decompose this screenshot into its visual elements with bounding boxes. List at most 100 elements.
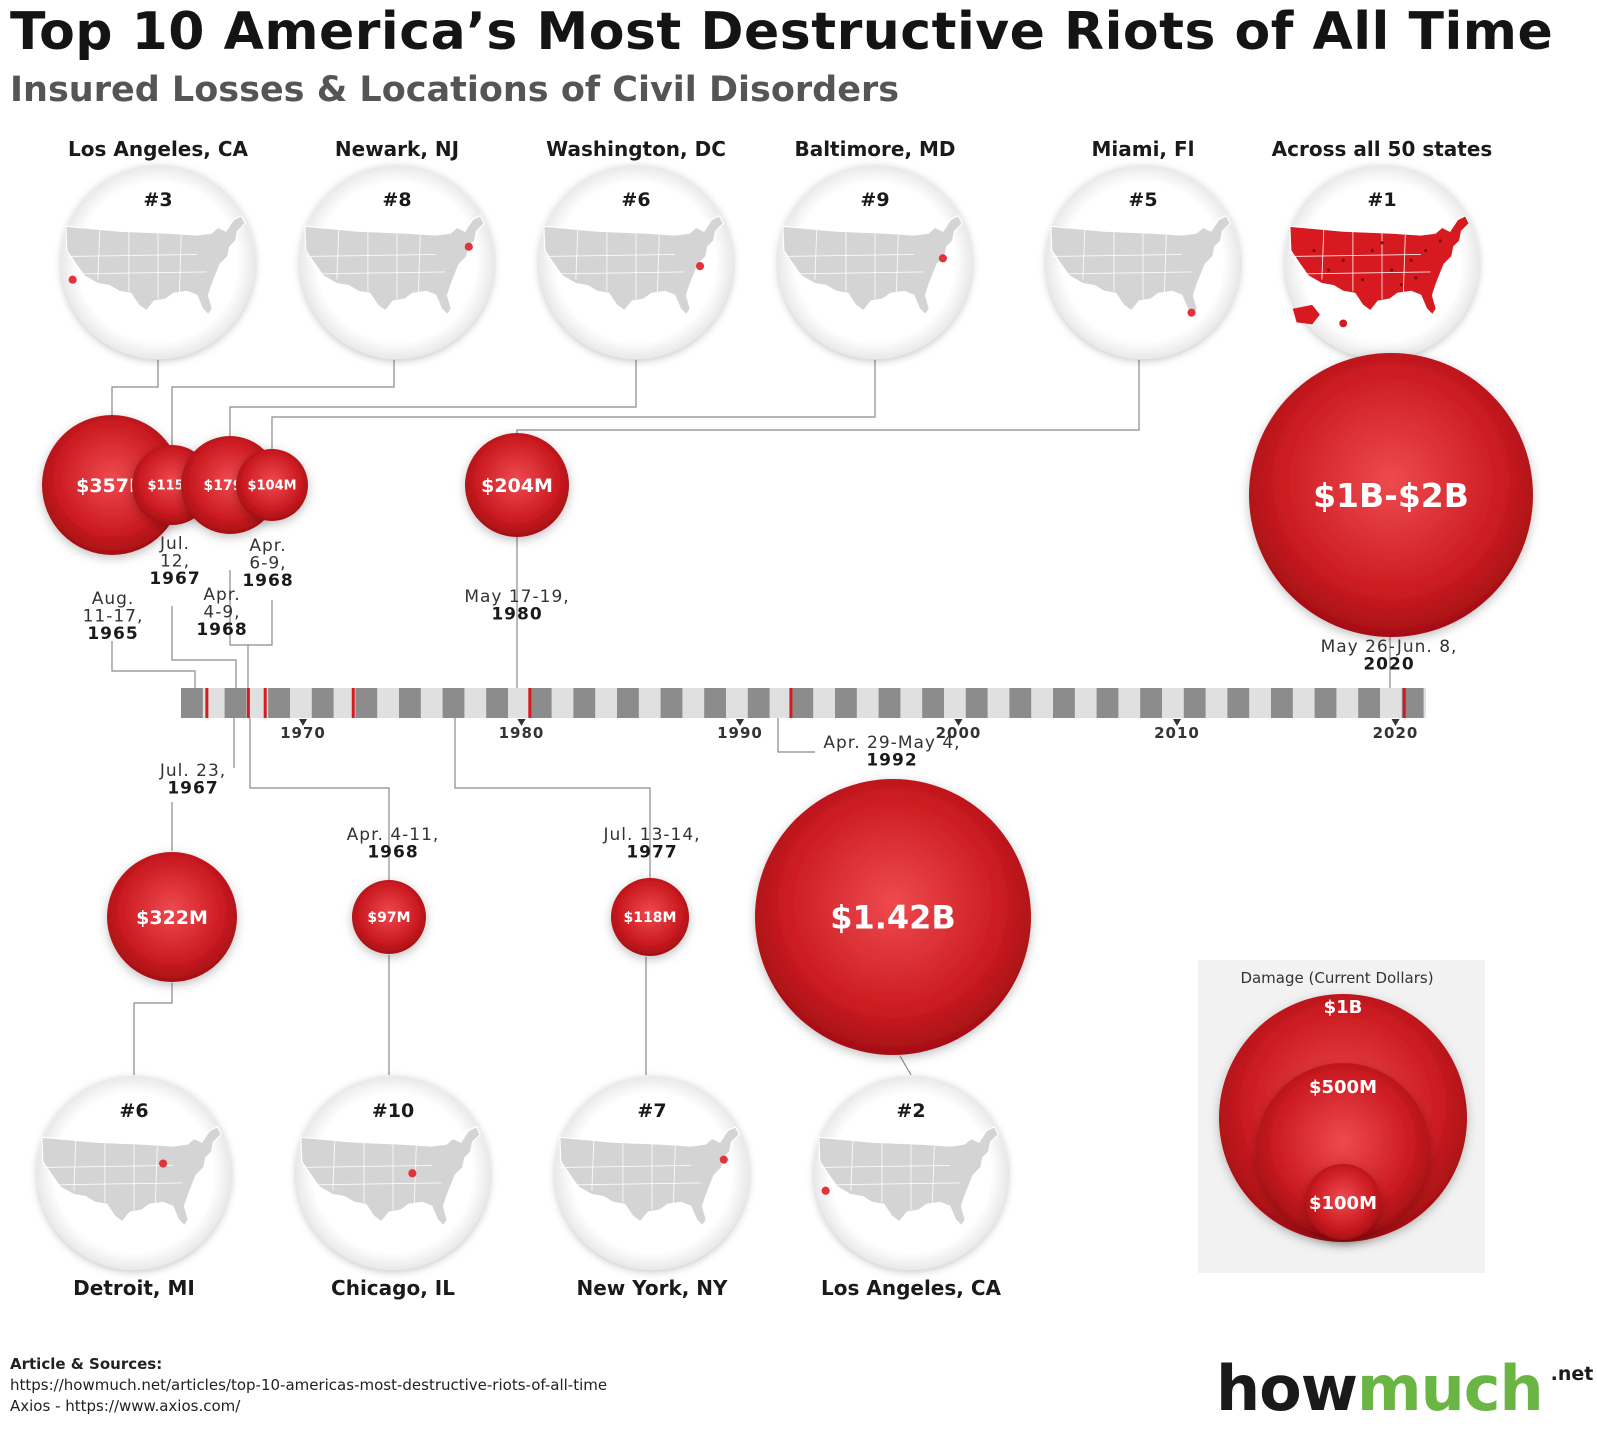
us-map-border xyxy=(97,229,101,280)
rank-label-3: #6 xyxy=(621,189,650,211)
date-line-2-1: Jul. xyxy=(159,534,190,554)
connector-line-8-2 xyxy=(249,718,390,880)
sources-heading: Article & Sources: xyxy=(10,1355,163,1373)
riot-location-dot xyxy=(821,1186,830,1195)
rank-label-2: #8 xyxy=(382,189,411,211)
us-map-border xyxy=(819,1165,950,1168)
city-dot xyxy=(1380,241,1384,245)
bubble-circle xyxy=(352,880,426,954)
timeline-segment xyxy=(1358,688,1380,718)
source-article-link[interactable]: https://howmuch.net/articles/top-10-amer… xyxy=(10,1376,608,1394)
damage-legend: Damage (Current Dollars) $1B $500M $100M xyxy=(1198,960,1485,1273)
us-map-outline xyxy=(65,214,247,316)
date-line-7-2: 1967 xyxy=(167,779,218,799)
us-map-border xyxy=(305,254,436,257)
connector-line-2-2 xyxy=(171,606,237,688)
us-map-border xyxy=(1290,254,1421,257)
us-map xyxy=(300,1125,482,1227)
timeline-segment xyxy=(573,688,596,718)
us-map-border xyxy=(313,271,446,275)
timeline-segment xyxy=(791,688,814,718)
bubble-value-7: $322M xyxy=(136,907,208,929)
connector-line-3-1 xyxy=(229,360,637,436)
riot-location-dot xyxy=(159,1159,168,1168)
us-map-outline xyxy=(304,214,486,316)
us-map xyxy=(543,214,725,316)
bubble-circle xyxy=(611,878,689,956)
timeline-segment xyxy=(965,688,988,718)
timeline-segment xyxy=(224,688,247,718)
bubble-circle xyxy=(465,433,569,537)
date-label-2: Jul.12,1967 xyxy=(149,534,199,589)
us-map-border xyxy=(50,1182,183,1186)
bubble-value-8: $97M xyxy=(367,910,410,926)
loss-bubble-1: $357M xyxy=(42,415,182,555)
rank-label-4: #9 xyxy=(860,189,889,211)
timeline-segment xyxy=(311,688,334,718)
brand-net: .net xyxy=(1550,1363,1594,1385)
city-dot xyxy=(1424,249,1428,253)
sources-block: Article & Sources: https://howmuch.net/a… xyxy=(10,1354,607,1417)
bubble-value-6: $1B-$2B xyxy=(1313,476,1469,515)
location-label-9: New York, NY xyxy=(576,1276,728,1300)
tick-label-1980: 1980 xyxy=(499,724,545,742)
us-map-border xyxy=(332,1140,336,1191)
city-dot xyxy=(1414,276,1418,280)
timeline-tick-2020 xyxy=(1391,719,1400,726)
us-map-border xyxy=(154,1146,158,1205)
us-map-border xyxy=(417,235,421,294)
riot-location-dot xyxy=(408,1169,417,1178)
source-axios-link[interactable]: Axios - https://www.axios.com/ xyxy=(10,1397,241,1415)
loss-bubble-4: $104M xyxy=(236,449,308,521)
us-map xyxy=(818,1125,1000,1227)
us-map-border xyxy=(814,229,818,280)
location-label-2: Newark, NJ xyxy=(335,137,459,161)
date-line-9-2: 1977 xyxy=(626,843,677,863)
map-circle-1: #3 Los Angeles, CA xyxy=(61,137,255,359)
us-map xyxy=(1289,214,1471,328)
city-dot xyxy=(1341,258,1345,262)
legend-circle-500m xyxy=(1256,1063,1430,1237)
date-line-6-1: May 26-Jun. 8, xyxy=(1321,637,1458,657)
us-map-border xyxy=(560,1165,691,1168)
rank-label-10: #2 xyxy=(896,1100,925,1122)
timeline-segment xyxy=(747,688,770,718)
rank-label-9: #7 xyxy=(637,1100,666,1122)
us-map-border xyxy=(66,254,197,257)
date-line-1-1: Aug. xyxy=(92,589,135,609)
us-map-border xyxy=(672,1146,676,1205)
legend-label-500m: $500M xyxy=(1309,1077,1377,1098)
us-map-border xyxy=(850,1140,854,1191)
hawaii-shape xyxy=(1339,319,1348,328)
map-circle-4: #9 Baltimore, MD xyxy=(778,137,972,359)
rank-label-5: #5 xyxy=(1128,189,1157,211)
us-map-outline xyxy=(543,214,725,316)
brand-much: much xyxy=(1357,1352,1544,1425)
us-map-border xyxy=(1402,235,1406,294)
tick-label-2010: 2010 xyxy=(1154,724,1200,742)
timeline-event-mark-6 xyxy=(789,688,793,718)
city-dot xyxy=(1312,249,1316,253)
timeline-segment xyxy=(181,688,203,718)
bubble-circle xyxy=(236,449,308,521)
connector-line-7-1 xyxy=(133,983,173,1075)
rank-label-8: #10 xyxy=(372,1100,414,1122)
date-label-8: Apr. 4-11,1968 xyxy=(347,825,439,863)
timeline-event-mark-7 xyxy=(1402,688,1406,718)
us-map-outline xyxy=(1050,214,1232,316)
us-map-outline xyxy=(818,1125,1000,1227)
timeline-segment xyxy=(355,688,378,718)
bubble-circle xyxy=(42,415,182,555)
date-line-2-2: 12, xyxy=(160,552,190,572)
date-line-5-1: May 17-19, xyxy=(464,587,569,607)
timeline-tick-2000 xyxy=(954,719,963,726)
connector-line-1-1 xyxy=(111,360,159,415)
date-line-7-1: Jul. 23, xyxy=(159,761,226,781)
alaska-shape xyxy=(1292,304,1320,325)
date-line-1-2: 11-17, xyxy=(83,607,144,627)
us-map-border xyxy=(42,1165,173,1168)
city-dot xyxy=(1327,268,1331,272)
us-map xyxy=(559,1125,741,1227)
connector-line-10-1 xyxy=(899,1055,912,1076)
